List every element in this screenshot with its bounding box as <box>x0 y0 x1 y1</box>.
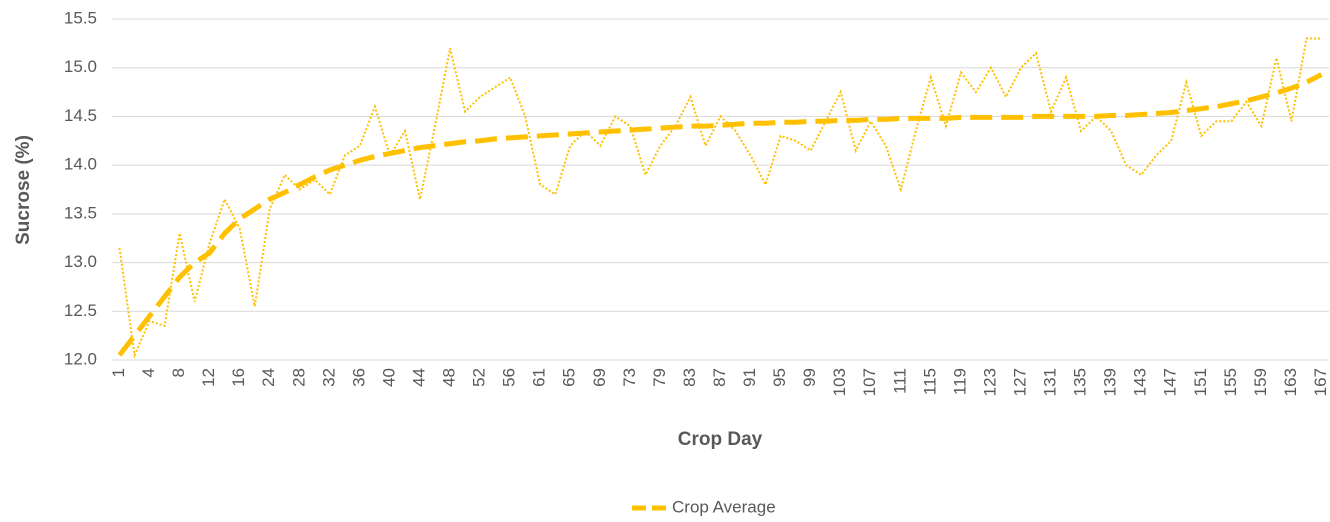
x-tick-label: 4 <box>139 368 158 377</box>
x-tick-label: 79 <box>650 368 669 387</box>
x-tick-label: 56 <box>500 368 519 387</box>
x-tick-label: 167 <box>1311 368 1330 396</box>
x-axis-title: Crop Day <box>678 429 763 450</box>
x-tick-label: 159 <box>1251 368 1270 396</box>
x-tick-label: 83 <box>680 368 699 387</box>
x-tick-label: 107 <box>860 368 879 396</box>
x-tick-label: 99 <box>800 368 819 387</box>
x-tick-label: 44 <box>409 368 428 387</box>
x-tick-label: 65 <box>560 368 579 387</box>
y-axis-title: Sucrose (%) <box>13 135 34 245</box>
x-tick-label: 127 <box>1010 368 1029 396</box>
x-tick-label: 61 <box>530 368 549 387</box>
x-tick-label: 111 <box>890 368 909 394</box>
x-tick-label: 52 <box>470 368 489 387</box>
x-tick-label: 87 <box>710 368 729 387</box>
x-tick-label: 139 <box>1101 368 1120 396</box>
x-tick-label: 40 <box>379 368 398 387</box>
x-tick-label: 73 <box>620 368 639 387</box>
x-tick-label: 1 <box>109 368 128 377</box>
y-tick-label: 15.0 <box>64 57 97 76</box>
x-tick-label: 131 <box>1041 368 1060 396</box>
x-tick-label: 16 <box>229 368 248 387</box>
series-line <box>118 37 1322 359</box>
x-tick-label: 147 <box>1161 368 1180 396</box>
y-tick-label: 15.5 <box>64 8 97 27</box>
x-tick-label: 36 <box>349 368 368 387</box>
y-tick-label: 14.0 <box>64 155 97 174</box>
x-tick-label: 28 <box>289 368 308 387</box>
x-tick-label: 135 <box>1071 368 1090 396</box>
x-tick-label: 119 <box>950 368 969 395</box>
y-tick-label: 12.5 <box>64 301 97 320</box>
x-tick-label: 155 <box>1221 368 1240 396</box>
x-tick-label: 24 <box>259 368 278 387</box>
y-tick-label: 14.5 <box>64 106 97 125</box>
x-tick-label: 32 <box>319 368 338 387</box>
x-tick-label: 123 <box>980 368 999 396</box>
x-tick-label: 103 <box>830 368 849 396</box>
x-tick-label: 151 <box>1191 368 1210 396</box>
legend-label: Crop Average <box>672 497 776 516</box>
y-tick-label: 12.0 <box>64 349 97 368</box>
x-tick-label: 163 <box>1281 368 1300 396</box>
x-tick-label: 115 <box>920 368 939 395</box>
y-tick-label: 13.5 <box>64 203 97 222</box>
x-tick-label: 95 <box>770 368 789 387</box>
y-tick-label: 13.0 <box>64 252 97 271</box>
x-tick-label: 8 <box>169 368 188 377</box>
x-tick-label: 91 <box>740 368 759 387</box>
x-tick-label: 143 <box>1131 368 1150 396</box>
x-tick-label: 69 <box>590 368 609 387</box>
x-tick-label: 12 <box>199 368 218 387</box>
x-tick-label: 48 <box>440 368 459 387</box>
